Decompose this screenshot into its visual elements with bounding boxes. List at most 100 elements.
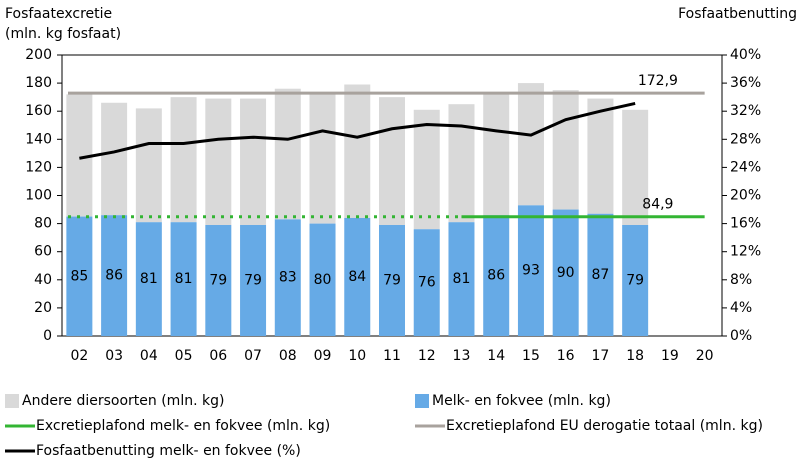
bar-value-label: 80 [314,272,332,288]
bar-value-label: 79 [209,273,227,289]
y-tick-label: 160 [25,103,52,119]
bar [379,225,405,336]
bar [552,209,579,336]
bar-value-label: 87 [592,267,610,283]
bar-value-label: 79 [244,273,262,289]
bar [517,205,544,336]
legend-label: Andere diersoorten (mln. kg) [22,393,224,409]
bar-value-label: 79 [626,273,644,289]
legend-label: Fosfaatbenutting melk- en fokvee (%) [36,443,301,459]
bar [240,225,267,336]
y-tick-label: 20 [34,300,52,316]
x-tick-label: 13 [453,348,471,364]
bar-value-label: 93 [522,263,540,279]
bar [448,104,475,223]
x-tick-label: 14 [487,348,505,364]
x-tick-label: 09 [314,348,332,364]
x-tick-label: 16 [557,348,575,364]
x-tick-label: 05 [175,348,193,364]
bar [622,225,649,336]
bar [170,222,197,336]
y2-tick-label: 0% [730,328,752,344]
legend-label: Excretieplafond melk- en fokvee (mln. kg… [36,418,330,434]
y2-tick-label: 36% [730,75,761,91]
x-tick-label: 19 [661,348,679,364]
bar-value-label: 84 [348,269,366,285]
y-tick-label: 140 [25,131,52,147]
y-tick-label: 120 [25,159,52,175]
bar-value-label: 86 [105,268,123,284]
bar [517,83,544,206]
bar [413,229,440,336]
y-tick-label: 40 [34,272,52,288]
y2-tick-label: 40% [730,47,761,63]
x-tick-label: 04 [140,348,158,364]
bar [587,213,614,336]
y-axis-title: Fosfaatexcretie [5,6,112,22]
legend-swatch [5,394,19,408]
x-tick-label: 02 [70,348,88,364]
bar [622,109,649,226]
bar [483,92,510,216]
bar-value-label: 81 [453,271,471,287]
y2-axis-title: Fosfaatbenutting [678,6,797,22]
line-value-label: 172,9 [638,73,678,89]
bar-value-label: 86 [487,268,505,284]
y-tick-label: 100 [25,188,52,204]
x-tick-label: 12 [418,348,436,364]
bar [344,84,371,218]
bar-value-label: 85 [70,268,88,284]
bar [205,98,232,226]
x-tick-label: 17 [592,348,610,364]
bar-value-label: 83 [279,270,297,286]
bar [135,108,162,223]
bar [135,222,162,336]
bar [101,102,128,216]
bar [483,215,510,336]
y-tick-label: 200 [25,47,52,63]
bar [101,215,128,336]
bar [205,225,232,336]
y2-tick-label: 16% [730,216,761,232]
y-tick-label: 0 [43,328,52,344]
x-tick-label: 15 [522,348,540,364]
x-tick-label: 18 [626,348,644,364]
bar-value-label: 81 [140,271,158,287]
legend-swatch [415,394,429,408]
y2-tick-label: 20% [730,188,761,204]
x-tick-label: 06 [209,348,227,364]
y2-tick-label: 32% [730,103,761,119]
bar-value-label: 76 [418,275,436,291]
bar [344,217,371,336]
bar-value-label: 79 [383,273,401,289]
y2-tick-label: 4% [730,300,752,316]
x-tick-label: 20 [696,348,714,364]
x-tick-label: 03 [105,348,123,364]
x-tick-label: 11 [383,348,401,364]
y2-tick-label: 8% [730,272,752,288]
y-tick-label: 60 [34,244,52,260]
y2-tick-label: 28% [730,131,761,147]
bar [552,90,579,210]
bar [240,98,267,226]
bar [379,97,405,226]
y2-tick-label: 12% [730,244,761,260]
bar [413,109,440,230]
bar [274,219,301,336]
bar [587,98,614,214]
legend-label: Excretieplafond EU derogatie totaal (mln… [446,418,763,434]
line [79,102,636,160]
y-axis-title: (mln. kg fosfaat) [5,26,121,42]
bar [66,216,93,336]
y-tick-label: 180 [25,75,52,91]
x-tick-label: 08 [279,348,297,364]
x-tick-label: 07 [244,348,262,364]
line-value-label: 84,9 [642,197,673,213]
bar [448,222,475,336]
y2-tick-label: 24% [730,159,761,175]
bar-value-label: 90 [557,265,575,281]
bar [309,92,336,224]
y-tick-label: 80 [34,216,52,232]
bar-value-label: 81 [175,271,193,287]
